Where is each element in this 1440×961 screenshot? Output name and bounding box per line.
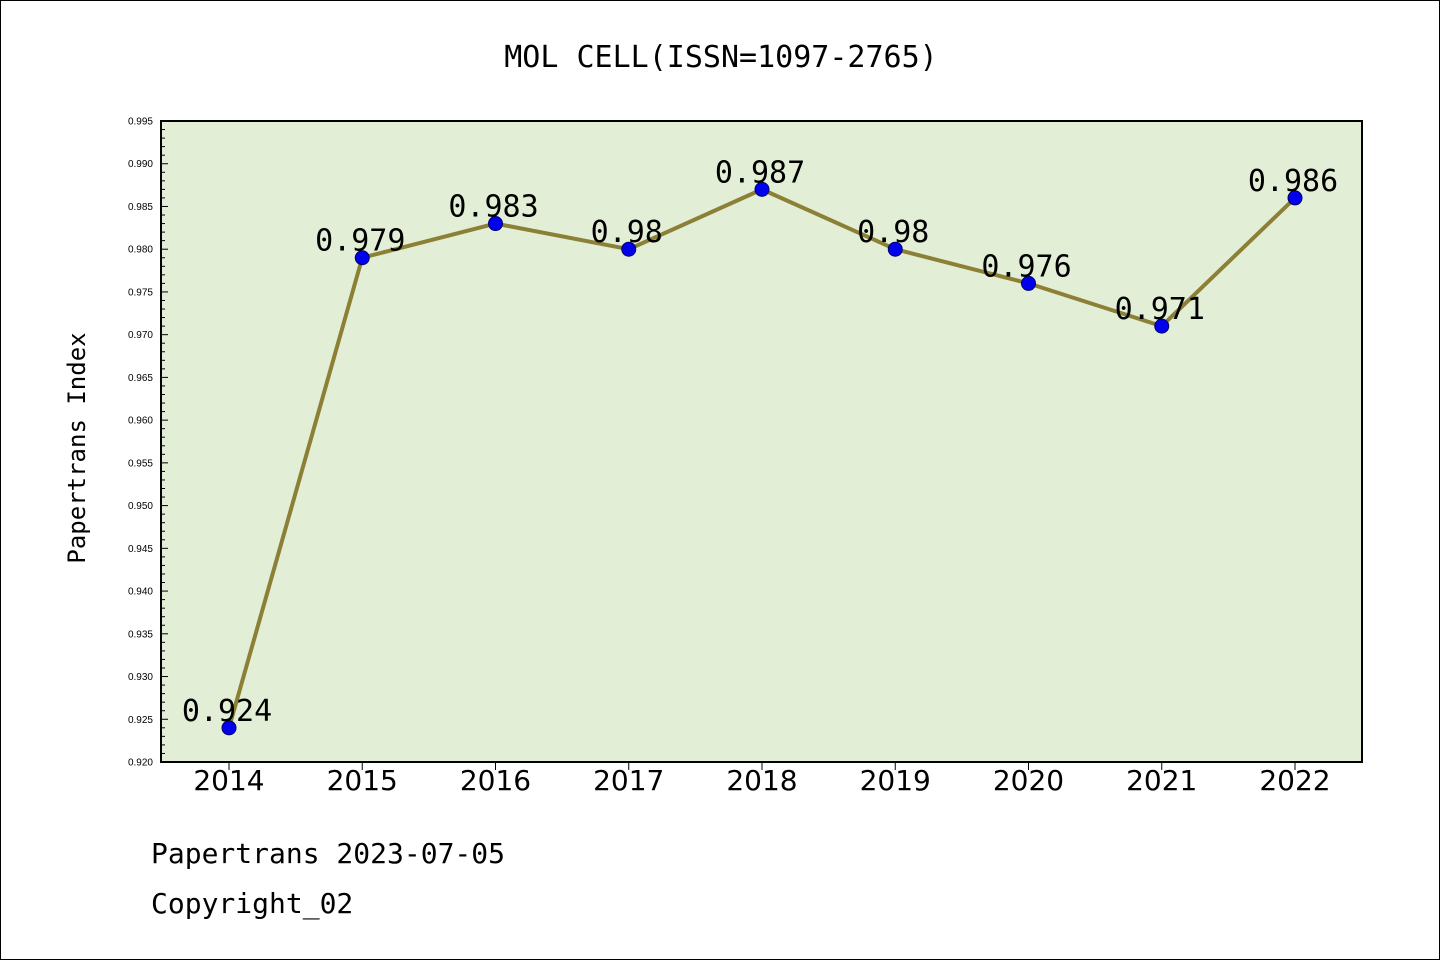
x-tick-label: 2022 [1259,764,1330,797]
y-tick-label: 0.955 [128,458,153,469]
data-point [354,250,370,266]
x-tick-label: 2019 [860,764,931,797]
data-point [621,241,637,257]
x-tick-label: 2015 [327,764,398,797]
x-tick-label: 2018 [726,764,797,797]
x-tick-label: 2021 [1126,764,1197,797]
data-label: 0.979 [315,224,405,259]
data-point [221,720,237,736]
y-tick-label: 0.960 [128,416,153,427]
y-tick-label: 0.970 [128,330,153,341]
x-tick-label: 2017 [593,764,664,797]
x-axis-ticks: 2014 2015 2016 2017 2018 2019 2020 2021 2022 [193,762,1331,797]
y-tick-label: 0.950 [128,501,153,512]
y-tick-label: 0.945 [128,544,153,555]
data-point [1021,275,1036,291]
y-tick-label: 0.920 [128,758,153,769]
y-tick-label: 0.990 [128,159,153,170]
plot-area [160,120,1363,763]
x-tick-label: 2016 [460,764,531,797]
y-tick-label: 0.935 [128,629,153,640]
data-label: 0.98 [591,215,663,250]
y-tick-label: 0.985 [128,202,153,213]
y-tick-label: 0.940 [128,587,153,598]
x-tick-label: 2020 [993,764,1064,797]
y-axis-ticks: 0.920 0.925 0.930 0.935 0.940 0.945 0.950 0.955… [128,117,168,769]
footer-copyright: Copyright_02 [151,887,354,920]
data-label: 0.98 [857,215,929,250]
y-tick-label: 0.965 [128,373,153,384]
y-tick-label: 0.925 [128,715,153,726]
chart-title: MOL CELL(ISSN=1097-2765) [504,40,937,75]
y-axis-label: Papertrans Index [63,332,91,563]
data-point [754,181,770,197]
data-point [1154,318,1170,334]
footer-date: Papertrans 2023-07-05 [151,837,506,870]
data-markers [221,181,1303,736]
x-tick-label: 2014 [193,764,264,797]
data-point [1287,190,1303,206]
data-label: 0.987 [715,155,805,190]
data-point [488,216,503,232]
data-label: 0.986 [1248,164,1338,199]
data-label: 0.971 [1115,292,1205,327]
data-label: 0.976 [981,249,1071,284]
data-point [887,241,903,257]
data-label: 0.924 [182,694,272,729]
data-label: 0.983 [448,190,538,225]
y-tick-label: 0.930 [128,672,153,683]
y-tick-label: 0.995 [128,117,153,128]
y-tick-label: 0.975 [128,287,153,298]
data-labels: 0.924 0.979 0.983 0.98 0.987 0.98 0.976 0.971 0.… [182,155,1338,728]
y-tick-label: 0.980 [128,245,153,256]
